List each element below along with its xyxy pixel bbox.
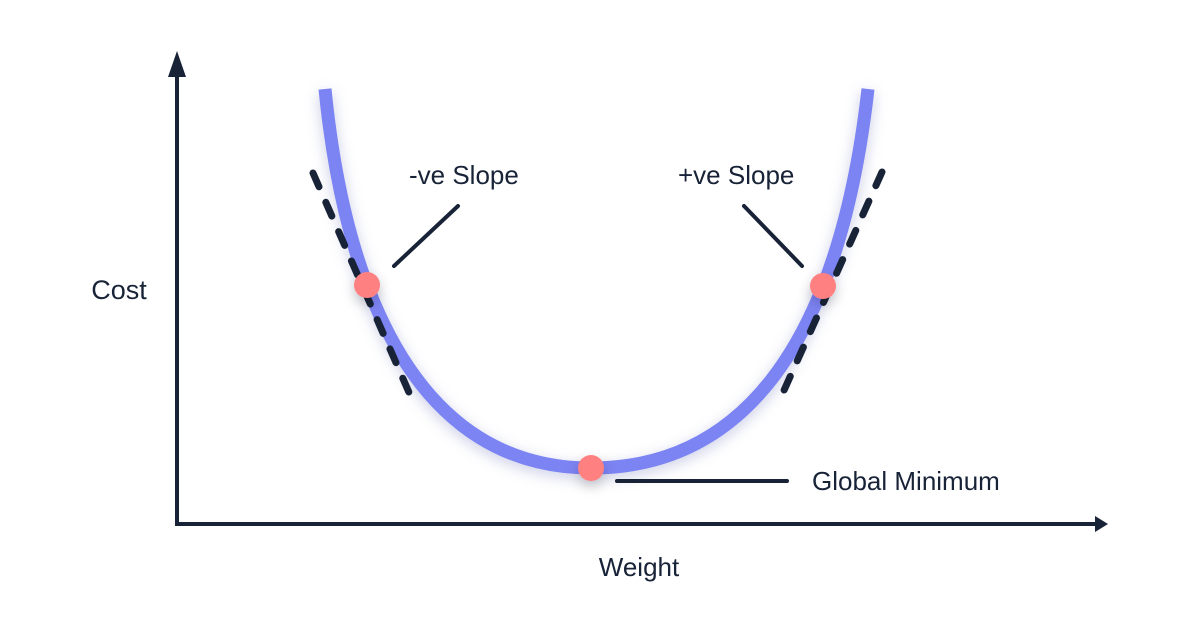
svg-text:Weight: Weight: [599, 552, 680, 582]
svg-text:Cost: Cost: [91, 275, 147, 305]
svg-text:Global Minimum: Global Minimum: [812, 466, 1000, 496]
svg-text:+ve Slope: +ve Slope: [678, 160, 794, 190]
svg-text:-ve Slope: -ve Slope: [409, 160, 519, 190]
